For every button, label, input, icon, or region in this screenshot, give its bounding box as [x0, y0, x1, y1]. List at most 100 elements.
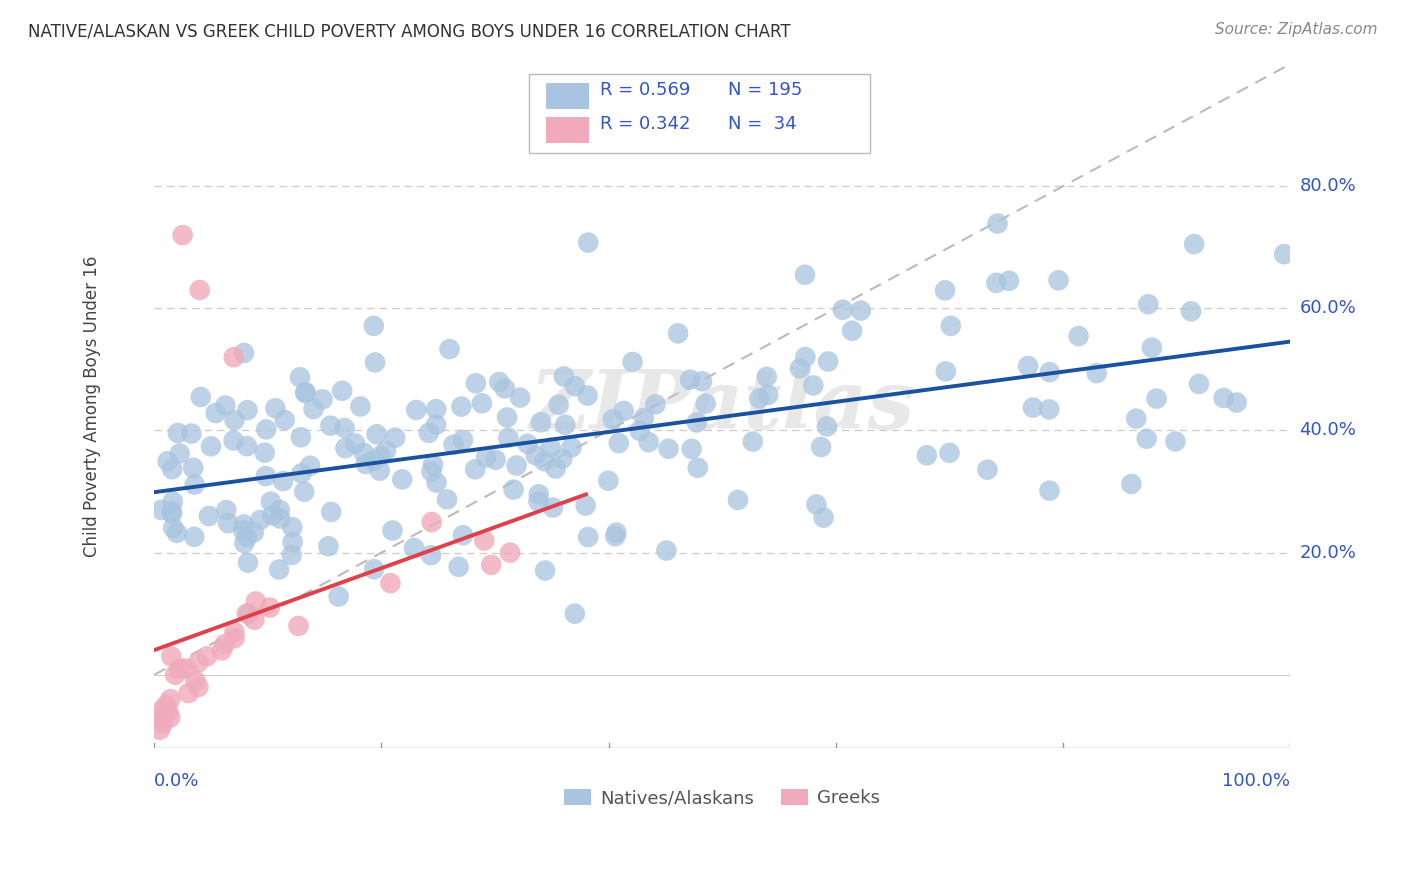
Point	[183, 530, 205, 544]
Point	[509, 391, 531, 405]
Point	[174, 662, 197, 676]
Text: N = 195: N = 195	[728, 81, 803, 99]
Point	[471, 396, 494, 410]
Point	[1180, 304, 1202, 318]
Point	[547, 398, 569, 412]
Point	[155, 698, 177, 713]
Point	[238, 607, 260, 621]
Point	[181, 460, 204, 475]
Point	[380, 576, 402, 591]
Point	[576, 530, 599, 544]
Text: Child Poverty Among Boys Under 16: Child Poverty Among Boys Under 16	[83, 255, 101, 557]
Point	[679, 373, 702, 387]
Point	[915, 448, 938, 462]
Point	[425, 417, 447, 432]
Point	[655, 543, 678, 558]
Legend: Natives/Alaskans, Greeks: Natives/Alaskans, Greeks	[557, 781, 887, 814]
Point	[553, 369, 575, 384]
Point	[165, 667, 187, 681]
Point	[530, 415, 553, 429]
Point	[564, 379, 586, 393]
Point	[364, 355, 387, 369]
Point	[479, 558, 502, 572]
Point	[527, 494, 550, 508]
Point	[160, 462, 183, 476]
Point	[436, 492, 458, 507]
Point	[281, 520, 304, 534]
Point	[318, 539, 340, 553]
Point	[384, 431, 406, 445]
Point	[1047, 273, 1070, 287]
Point	[1017, 359, 1039, 373]
Point	[686, 460, 709, 475]
Point	[1038, 483, 1060, 498]
Point	[644, 397, 666, 411]
Point	[242, 525, 264, 540]
FancyBboxPatch shape	[546, 83, 589, 109]
Point	[368, 464, 391, 478]
Point	[741, 434, 763, 449]
Point	[439, 342, 461, 356]
Point	[269, 503, 291, 517]
Point	[264, 401, 287, 416]
Text: 60.0%: 60.0%	[1299, 300, 1357, 318]
Point	[484, 452, 506, 467]
Point	[425, 402, 447, 417]
Point	[524, 448, 547, 462]
Point	[183, 477, 205, 491]
Point	[475, 450, 498, 465]
Point	[188, 283, 211, 297]
Point	[496, 431, 519, 445]
Point	[628, 424, 651, 438]
Point	[217, 516, 239, 530]
Point	[602, 412, 624, 426]
Point	[290, 467, 312, 481]
Point	[1188, 376, 1211, 391]
Point	[294, 386, 316, 401]
Point	[986, 217, 1008, 231]
Point	[391, 472, 413, 486]
Point	[443, 438, 465, 452]
Text: N =  34: N = 34	[728, 115, 797, 134]
Point	[849, 303, 872, 318]
Point	[260, 494, 283, 508]
Point	[344, 436, 367, 450]
Point	[1164, 434, 1187, 449]
Point	[245, 594, 267, 608]
Point	[690, 374, 713, 388]
Point	[162, 521, 184, 535]
Point	[544, 461, 567, 475]
Point	[222, 350, 245, 364]
Point	[236, 607, 259, 621]
Point	[190, 390, 212, 404]
Point	[363, 562, 385, 576]
Point	[681, 442, 703, 456]
Point	[328, 590, 350, 604]
Point	[354, 457, 377, 471]
Point	[1226, 395, 1249, 409]
Point	[222, 434, 245, 448]
Point	[375, 443, 398, 458]
Point	[806, 498, 828, 512]
Point	[233, 346, 256, 360]
Point	[633, 411, 655, 425]
Point	[162, 494, 184, 508]
Text: ZIPatlas: ZIPatlas	[530, 366, 915, 446]
Text: 40.0%: 40.0%	[1299, 422, 1357, 440]
Point	[259, 600, 281, 615]
Point	[253, 445, 276, 459]
Point	[267, 562, 290, 576]
Point	[149, 705, 172, 719]
Point	[422, 458, 444, 472]
Text: 20.0%: 20.0%	[1299, 543, 1357, 562]
FancyBboxPatch shape	[546, 117, 589, 143]
Point	[1182, 237, 1205, 252]
Point	[180, 426, 202, 441]
Point	[1022, 401, 1045, 415]
Point	[319, 418, 342, 433]
Point	[214, 399, 236, 413]
Point	[159, 710, 181, 724]
Point	[502, 483, 524, 497]
Point	[657, 442, 679, 456]
Point	[496, 410, 519, 425]
